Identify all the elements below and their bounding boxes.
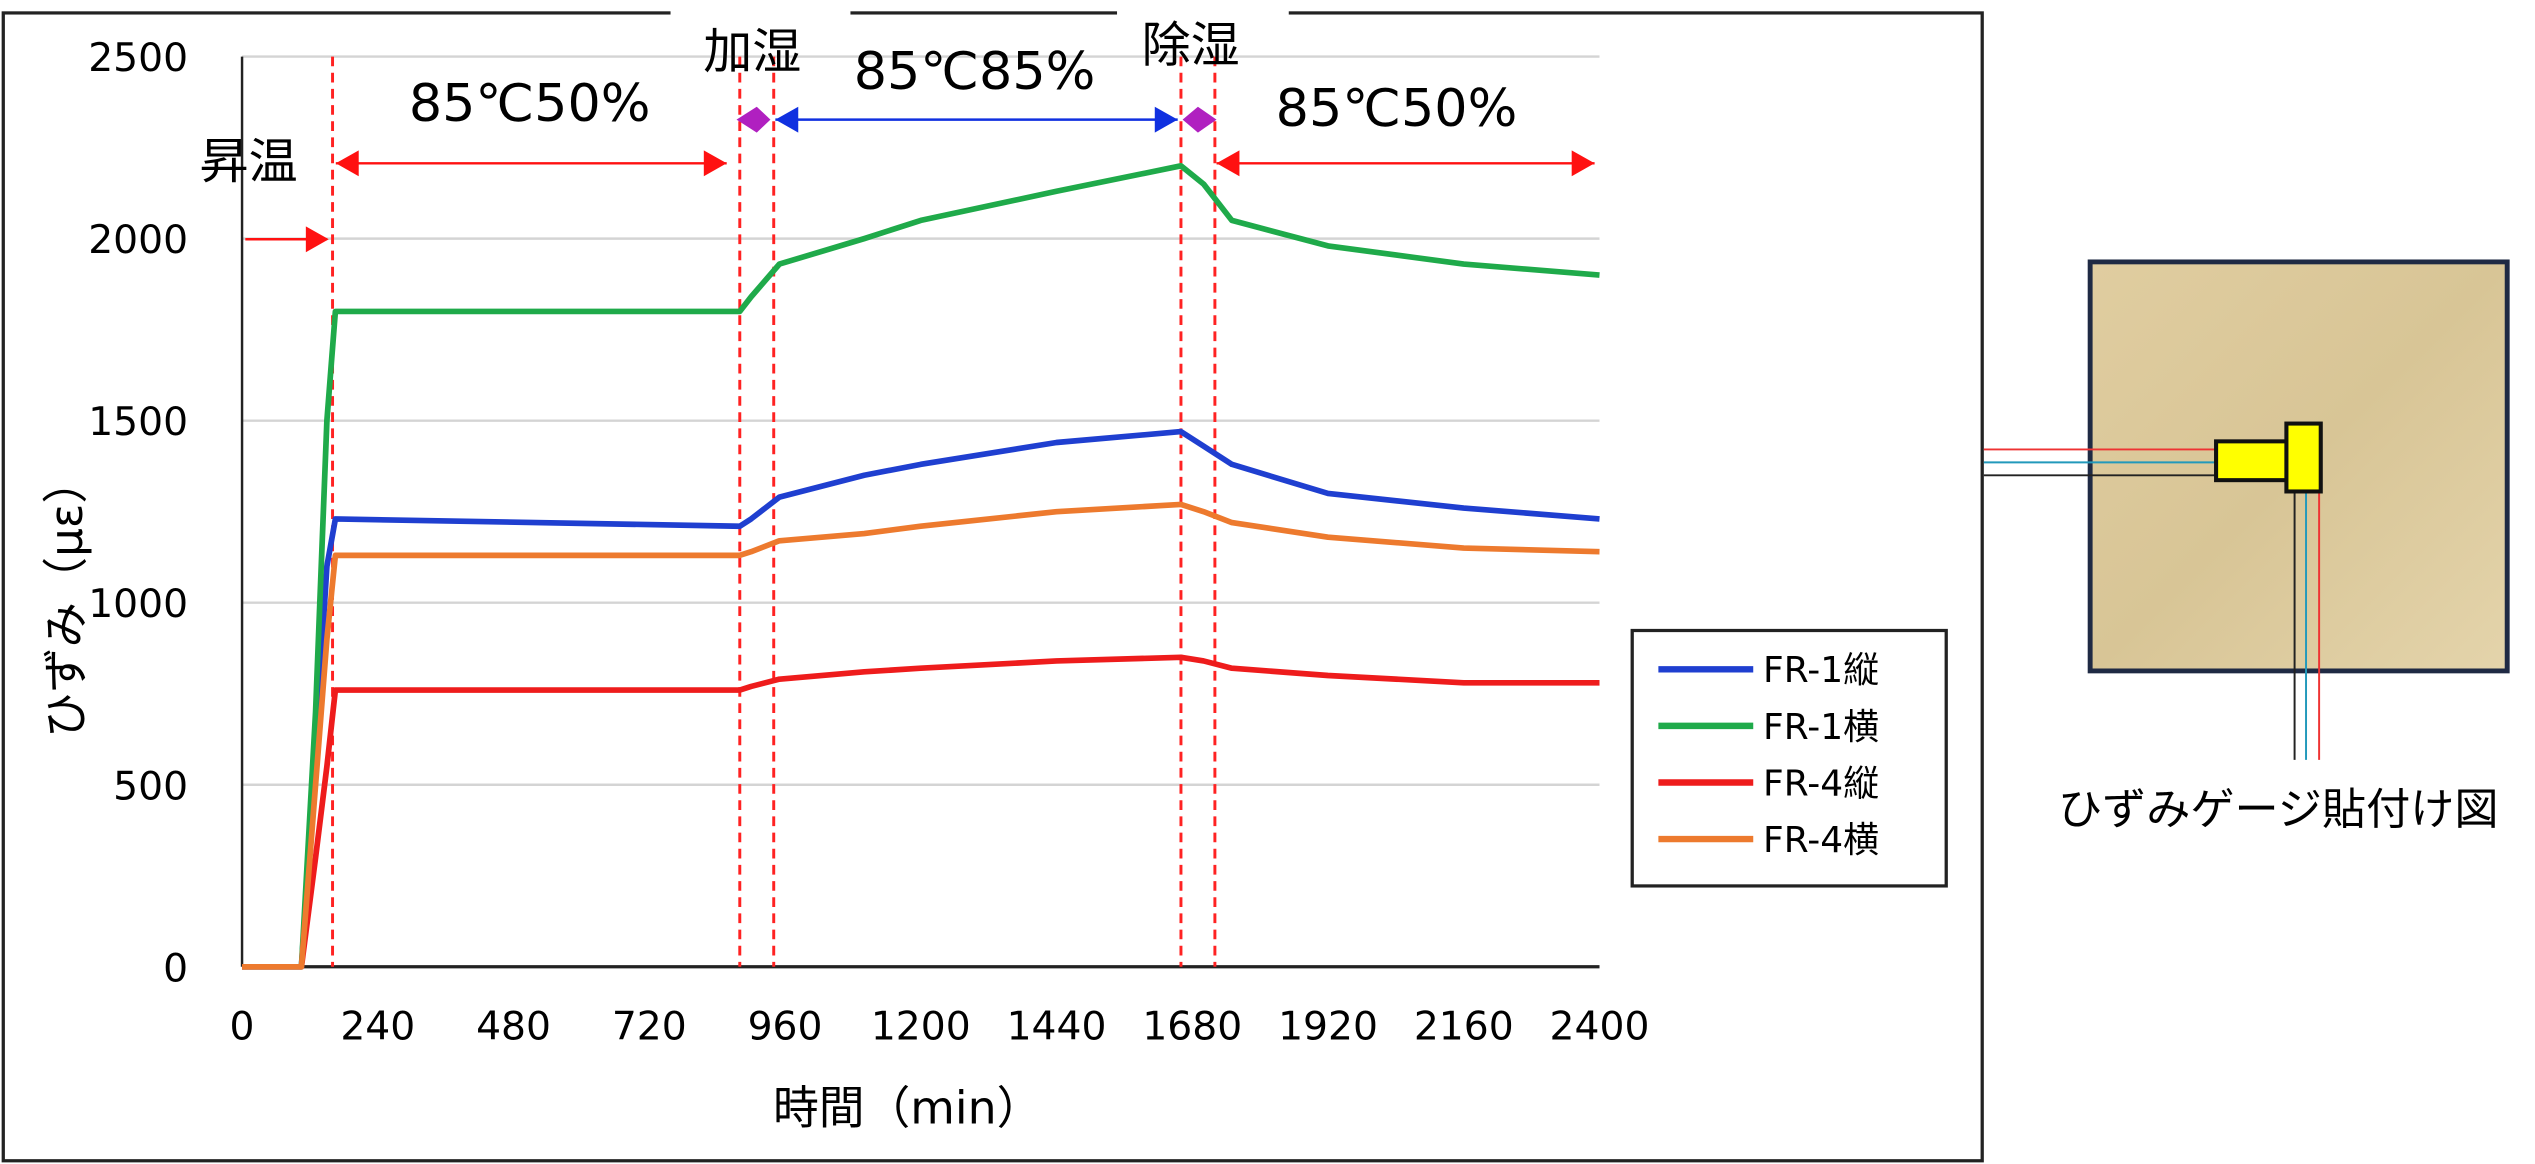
phase1-arrow-head [335,150,359,177]
x-tick-label: 960 [748,1005,823,1050]
series-line-FR-1横 [242,162,1600,970]
annotation-dehumidify: 除湿 [1142,17,1240,74]
series-line-FR-4横 [242,501,1600,970]
phase3-arrow-head [1571,150,1595,177]
series-line-FR-4縦 [242,654,1600,970]
heating-arrow-head [305,226,329,253]
annotation-phase3: 85℃50% [1276,79,1518,139]
x-tick-label: 2160 [1414,1005,1514,1050]
x-tick-label: 1200 [871,1005,971,1050]
y-tick-label: 2000 [88,218,188,263]
x-tick-label: 1680 [1142,1005,1242,1050]
y-axis-label: ひずみ（με） [40,458,93,738]
x-tick-label: 2400 [1550,1005,1650,1050]
y-tick-label: 1500 [88,400,188,445]
x-axis-label: 時間（min） [773,1082,1042,1135]
x-tick-label: 240 [340,1005,415,1050]
legend-label: FR-4横 [1763,820,1879,861]
x-tick-label: 480 [476,1005,551,1050]
y-tick-label: 500 [113,764,188,809]
phase3-arrow-head [1216,150,1240,177]
annotation-heating: 昇温 [200,133,298,190]
x-tick-label: 1440 [1007,1005,1107,1050]
chart-frame [1,11,1984,1163]
figure-caption: ひずみゲージ貼付け図 [2058,785,2499,836]
legend: FR-1縦 FR-1横 FR-4縦 FR-4横 [1630,628,1948,888]
annotation-phase1: 85℃50% [409,75,651,135]
strain-gauge-figure: ひずみゲージ貼付け図 [1983,259,2510,836]
phase2-arrow-head [775,106,799,133]
phase2-arrow-head [1154,106,1178,133]
annotation-phase2: 85℃85% [854,42,1096,102]
y-tick-label: 2500 [88,36,188,81]
y-tick-label: 0 [163,947,188,992]
y-tick-label: 1000 [88,582,188,627]
gauge-vertical [2284,421,2323,494]
phase1-arrow-head [703,150,727,177]
x-tick-label: 1920 [1278,1005,1378,1050]
series-line-FR-1縦 [242,428,1600,970]
annotation-humidify: 加湿 [703,23,801,80]
gauge-horizontal [2214,439,2292,483]
x-tick-label: 720 [612,1005,687,1050]
legend-label: FR-1縦 [1763,650,1879,691]
humidify-marker [736,106,771,133]
legend-label: FR-1横 [1763,707,1879,748]
x-tick-label: 0 [230,1005,255,1050]
dehumidify-marker [1182,106,1217,133]
legend-label: FR-4縦 [1763,764,1879,805]
